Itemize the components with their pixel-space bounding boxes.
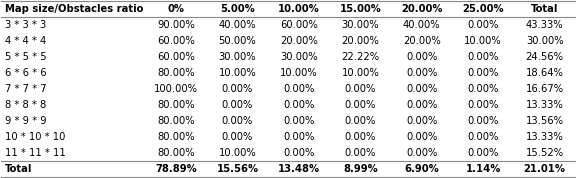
Text: 16.67%: 16.67% — [525, 84, 564, 94]
Text: 0.00%: 0.00% — [344, 132, 376, 142]
Text: 0%: 0% — [168, 4, 184, 14]
Text: 43.33%: 43.33% — [526, 20, 563, 30]
Text: Total: Total — [531, 4, 558, 14]
Text: 11 * 11 * 11: 11 * 11 * 11 — [5, 148, 66, 158]
Text: 0.00%: 0.00% — [344, 116, 376, 126]
Text: 7 * 7 * 7: 7 * 7 * 7 — [5, 84, 47, 94]
Text: 10.00%: 10.00% — [342, 68, 379, 78]
Text: 40.00%: 40.00% — [219, 20, 256, 30]
Text: 0.00%: 0.00% — [222, 116, 253, 126]
Text: 20.00%: 20.00% — [403, 36, 441, 46]
Text: 60.00%: 60.00% — [157, 52, 195, 62]
Text: 0.00%: 0.00% — [468, 116, 499, 126]
Text: 80.00%: 80.00% — [157, 68, 195, 78]
Text: 13.33%: 13.33% — [526, 100, 563, 110]
Text: 30.00%: 30.00% — [342, 20, 379, 30]
Text: 10.00%: 10.00% — [218, 148, 256, 158]
Text: 13.56%: 13.56% — [525, 116, 563, 126]
Text: 60.00%: 60.00% — [280, 20, 318, 30]
Text: 100.00%: 100.00% — [154, 84, 198, 94]
Text: 25.00%: 25.00% — [463, 4, 504, 14]
Text: 30.00%: 30.00% — [280, 52, 317, 62]
Text: 10 * 10 * 10: 10 * 10 * 10 — [5, 132, 66, 142]
Text: 0.00%: 0.00% — [283, 132, 314, 142]
Text: 10.00%: 10.00% — [218, 68, 256, 78]
Text: 5 * 5 * 5: 5 * 5 * 5 — [5, 52, 47, 62]
Text: 78.89%: 78.89% — [155, 164, 197, 174]
Text: 8 * 8 * 8: 8 * 8 * 8 — [5, 100, 47, 110]
Text: 10.00%: 10.00% — [278, 4, 320, 14]
Text: 0.00%: 0.00% — [344, 148, 376, 158]
Text: 0.00%: 0.00% — [406, 148, 437, 158]
Text: 0.00%: 0.00% — [283, 116, 314, 126]
Text: 13.33%: 13.33% — [526, 132, 563, 142]
Text: 0.00%: 0.00% — [222, 132, 253, 142]
Text: 6 * 6 * 6: 6 * 6 * 6 — [5, 68, 47, 78]
Text: 80.00%: 80.00% — [157, 132, 195, 142]
Text: Map size/Obstacles ratio: Map size/Obstacles ratio — [5, 4, 143, 14]
Text: 0.00%: 0.00% — [406, 132, 437, 142]
Text: 21.01%: 21.01% — [524, 164, 566, 174]
Text: 0.00%: 0.00% — [222, 84, 253, 94]
Text: 80.00%: 80.00% — [157, 100, 195, 110]
Text: 15.00%: 15.00% — [339, 4, 381, 14]
Text: 15.56%: 15.56% — [217, 164, 259, 174]
Text: 1.14%: 1.14% — [465, 164, 501, 174]
Text: 0.00%: 0.00% — [468, 84, 499, 94]
Text: 90.00%: 90.00% — [157, 20, 195, 30]
Text: 0.00%: 0.00% — [406, 116, 437, 126]
Text: 0.00%: 0.00% — [406, 68, 437, 78]
Text: 0.00%: 0.00% — [468, 100, 499, 110]
Text: 8.99%: 8.99% — [343, 164, 378, 174]
Text: 20.00%: 20.00% — [342, 36, 379, 46]
Text: 0.00%: 0.00% — [283, 84, 314, 94]
Text: 24.56%: 24.56% — [525, 52, 563, 62]
Text: 0.00%: 0.00% — [468, 148, 499, 158]
Text: 10.00%: 10.00% — [464, 36, 502, 46]
Text: 30.00%: 30.00% — [219, 52, 256, 62]
Text: 20.00%: 20.00% — [401, 4, 442, 14]
Text: 5.00%: 5.00% — [220, 4, 255, 14]
Text: 4 * 4 * 4: 4 * 4 * 4 — [5, 36, 47, 46]
Text: 0.00%: 0.00% — [344, 100, 376, 110]
Text: 15.52%: 15.52% — [525, 148, 564, 158]
Text: 0.00%: 0.00% — [406, 84, 437, 94]
Text: 80.00%: 80.00% — [157, 148, 195, 158]
Text: 0.00%: 0.00% — [406, 52, 437, 62]
Text: 20.00%: 20.00% — [280, 36, 318, 46]
Text: 0.00%: 0.00% — [283, 100, 314, 110]
Text: 30.00%: 30.00% — [526, 36, 563, 46]
Text: 0.00%: 0.00% — [468, 52, 499, 62]
Text: 0.00%: 0.00% — [222, 100, 253, 110]
Text: 0.00%: 0.00% — [344, 84, 376, 94]
Text: 0.00%: 0.00% — [468, 68, 499, 78]
Text: 50.00%: 50.00% — [218, 36, 256, 46]
Text: Total: Total — [5, 164, 33, 174]
Text: 0.00%: 0.00% — [468, 20, 499, 30]
Text: 0.00%: 0.00% — [283, 148, 314, 158]
Text: 18.64%: 18.64% — [526, 68, 563, 78]
Text: 13.48%: 13.48% — [278, 164, 320, 174]
Text: 6.90%: 6.90% — [404, 164, 439, 174]
Text: 3 * 3 * 3: 3 * 3 * 3 — [5, 20, 47, 30]
Text: 22.22%: 22.22% — [341, 52, 380, 62]
Text: 10.00%: 10.00% — [280, 68, 318, 78]
Text: 80.00%: 80.00% — [157, 116, 195, 126]
Text: 40.00%: 40.00% — [403, 20, 441, 30]
Text: 9 * 9 * 9: 9 * 9 * 9 — [5, 116, 47, 126]
Text: 0.00%: 0.00% — [406, 100, 437, 110]
Text: 60.00%: 60.00% — [157, 36, 195, 46]
Text: 0.00%: 0.00% — [468, 132, 499, 142]
